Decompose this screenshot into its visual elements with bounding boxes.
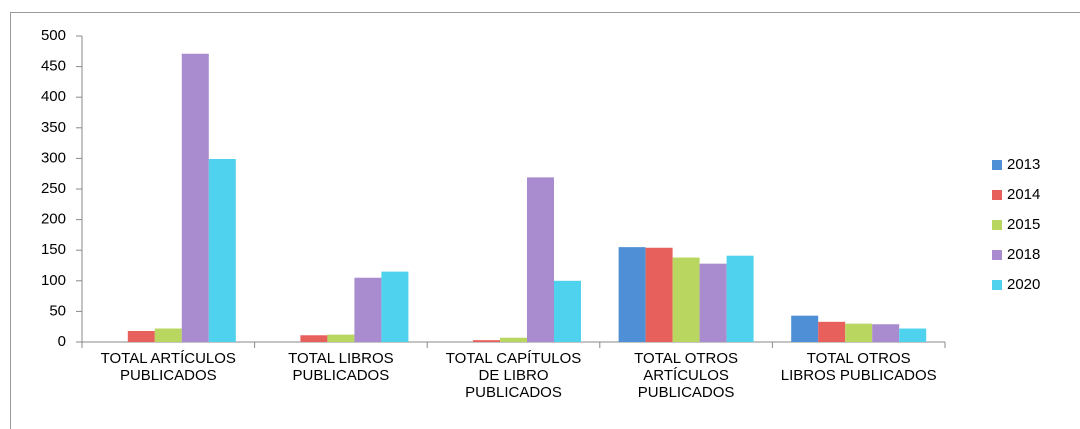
x-tick-label: TOTAL LIBROS PUBLICADOS (288, 350, 394, 384)
y-tick-label: 100 (41, 272, 66, 289)
legend-label: 2018 (1007, 246, 1040, 263)
y-tick-label: 150 (41, 241, 66, 258)
y-tick-label: 500 (41, 27, 66, 44)
y-tick-label: 200 (41, 211, 66, 228)
bar (699, 263, 727, 342)
frame (10, 12, 1080, 429)
bar (791, 315, 819, 342)
x-tick-label: TOTAL CAPÍTULOS DE LIBRO PUBLICADOS (445, 350, 582, 401)
y-tick-label: 450 (41, 58, 66, 75)
bar (381, 271, 409, 342)
bar (354, 277, 382, 342)
bar (645, 247, 673, 342)
bar (726, 255, 754, 342)
legend-label: 2020 (1007, 276, 1040, 293)
bar (872, 324, 900, 342)
x-tick-label: TOTAL OTROS ARTÍCULOS PUBLICADOS (634, 350, 739, 401)
y-tick-label: 300 (41, 149, 66, 166)
bar (181, 53, 209, 343)
bar (672, 257, 700, 342)
bar (154, 328, 182, 342)
legend-swatch (992, 190, 1002, 200)
bar (618, 247, 646, 342)
x-tick-label: TOTAL OTROS LIBROS PUBLICADOS (780, 350, 937, 384)
bar (899, 328, 927, 342)
legend-swatch (992, 250, 1002, 260)
bar (527, 177, 554, 342)
legend-swatch (992, 160, 1002, 170)
y-tick-label: 350 (41, 119, 66, 136)
bar (327, 334, 355, 342)
bar (845, 323, 873, 342)
x-tick-label: TOTAL ARTÍCULOS PUBLICADOS (100, 350, 236, 384)
legend-label: 2013 (1007, 156, 1040, 173)
legend-label: 2014 (1007, 186, 1040, 203)
legend-swatch (992, 280, 1002, 290)
bar (473, 340, 500, 342)
bar (818, 321, 846, 342)
y-tick-label: 50 (49, 302, 66, 319)
bar (554, 280, 581, 342)
bar (500, 337, 527, 342)
y-tick-label: 0 (58, 333, 66, 350)
y-tick-label: 250 (41, 180, 66, 197)
legend-swatch (992, 220, 1002, 230)
bar (300, 335, 328, 342)
y-tick-label: 400 (41, 88, 66, 105)
bar (127, 330, 155, 342)
bar (208, 159, 236, 342)
legend-label: 2015 (1007, 216, 1040, 233)
